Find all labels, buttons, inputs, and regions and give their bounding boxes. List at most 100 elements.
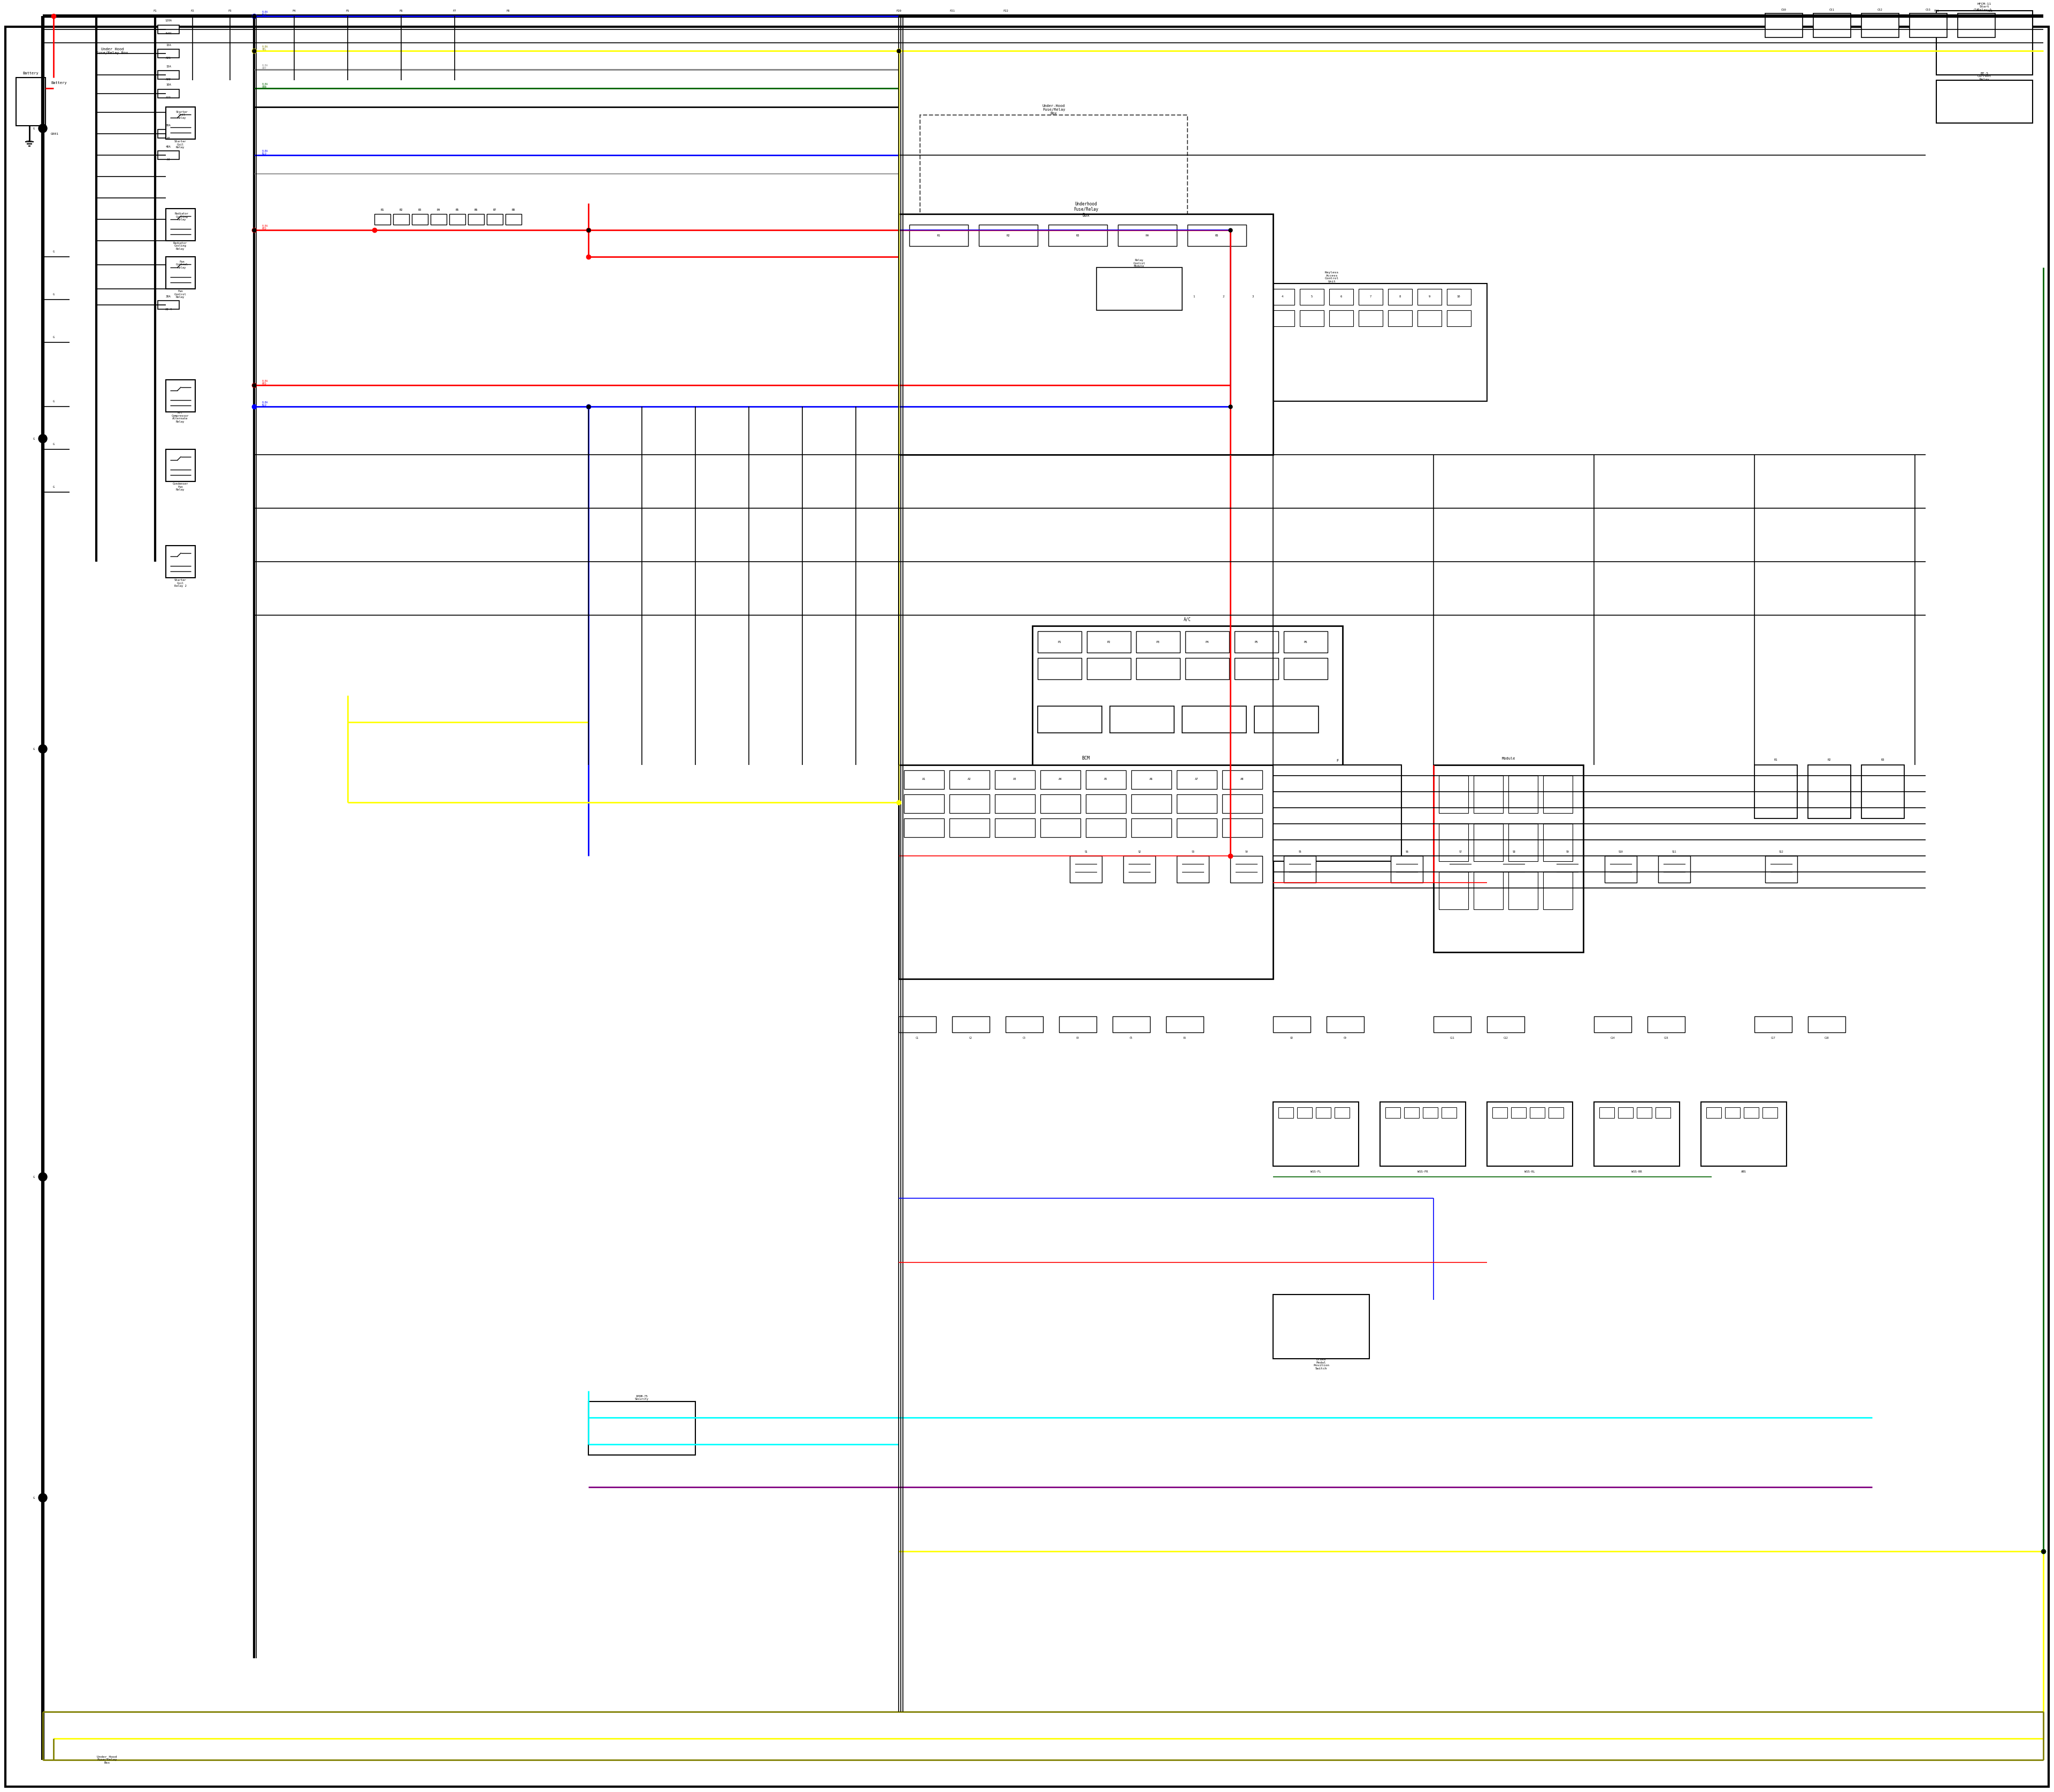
Text: C9: C9: [1343, 1036, 1347, 1039]
Text: F7: F7: [454, 9, 456, 13]
Text: F22: F22: [1002, 9, 1009, 13]
Bar: [468, 213, 485, 224]
Bar: [1183, 289, 1206, 305]
Bar: [1444, 857, 1477, 883]
Text: 10A: 10A: [166, 84, 170, 86]
Bar: [1487, 1102, 1573, 1167]
Text: 0.8A
BLU: 0.8A BLU: [263, 149, 269, 156]
Text: S2: S2: [1138, 849, 1140, 853]
Bar: [900, 1016, 937, 1032]
Bar: [1417, 289, 1442, 305]
Bar: [1298, 1107, 1313, 1118]
Text: F2: F2: [191, 9, 195, 13]
Bar: [1212, 289, 1237, 305]
Text: R2: R2: [1828, 758, 1830, 762]
Text: C3: C3: [1023, 1036, 1025, 1039]
Bar: [1389, 289, 1413, 305]
Bar: [587, 1401, 696, 1455]
Bar: [1041, 771, 1080, 788]
Bar: [431, 213, 446, 224]
Bar: [1185, 658, 1228, 679]
Bar: [1808, 765, 1851, 819]
Bar: [1222, 794, 1263, 814]
Bar: [1033, 625, 1343, 814]
Text: A4: A4: [166, 158, 170, 161]
Bar: [158, 301, 179, 310]
Text: F: F: [1335, 760, 1339, 762]
Bar: [1619, 1107, 1633, 1118]
Bar: [1440, 824, 1469, 862]
Text: A7: A7: [1195, 778, 1197, 781]
Text: Keyless
Access
Control
Unit: Keyless Access Control Unit: [1325, 271, 1339, 283]
Bar: [1284, 857, 1317, 883]
Text: Fan
Control
Relay: Fan Control Relay: [177, 260, 189, 269]
Bar: [1284, 658, 1327, 679]
Text: B8: B8: [511, 208, 516, 211]
Circle shape: [39, 124, 47, 133]
Bar: [1473, 776, 1504, 814]
Bar: [1212, 310, 1237, 326]
Bar: [158, 90, 179, 99]
Bar: [1048, 224, 1107, 246]
Bar: [166, 108, 195, 140]
Text: S6: S6: [1405, 849, 1409, 853]
Text: C8: C8: [1290, 1036, 1294, 1039]
Text: Fan
Control
Relay: Fan Control Relay: [175, 290, 187, 299]
Bar: [1434, 765, 1584, 952]
Bar: [1493, 1107, 1508, 1118]
Bar: [158, 48, 179, 57]
Bar: [1117, 224, 1177, 246]
Bar: [904, 819, 945, 837]
Bar: [1744, 1107, 1758, 1118]
Bar: [1136, 631, 1179, 652]
Bar: [1269, 310, 1294, 326]
Bar: [158, 70, 179, 79]
Text: A23: A23: [166, 97, 170, 99]
Bar: [1132, 794, 1171, 814]
Bar: [1497, 857, 1530, 883]
Bar: [1814, 13, 1851, 38]
Bar: [1273, 765, 1401, 862]
Text: P5: P5: [1255, 640, 1259, 643]
Text: F21: F21: [949, 9, 955, 13]
Text: A8: A8: [1241, 778, 1245, 781]
Text: Under Hood
Fuse/Relay Box: Under Hood Fuse/Relay Box: [97, 47, 127, 54]
Text: C18: C18: [1824, 1036, 1828, 1039]
Bar: [1329, 310, 1354, 326]
Bar: [1037, 631, 1082, 652]
Text: C53: C53: [1927, 9, 1931, 11]
Text: G001: G001: [51, 133, 60, 134]
Text: 10: 10: [1456, 296, 1460, 297]
Bar: [1543, 824, 1573, 862]
Bar: [1358, 289, 1382, 305]
Bar: [166, 545, 195, 577]
Bar: [1087, 631, 1132, 652]
Text: Module: Module: [1501, 756, 1516, 760]
Text: 15A: 15A: [166, 65, 170, 68]
Bar: [1604, 857, 1637, 883]
Bar: [1725, 1107, 1740, 1118]
Text: 0.8A
RED: 0.8A RED: [263, 380, 269, 385]
Text: B1: B1: [380, 208, 384, 211]
Text: 30A: 30A: [166, 296, 170, 297]
Bar: [158, 129, 179, 138]
Text: C6: C6: [1183, 1036, 1187, 1039]
Text: C51: C51: [1830, 9, 1834, 11]
Bar: [1442, 1107, 1456, 1118]
Bar: [920, 115, 1187, 249]
Bar: [487, 213, 503, 224]
Text: S9: S9: [1565, 849, 1569, 853]
Text: S3: S3: [1191, 849, 1193, 853]
Bar: [166, 380, 195, 412]
Bar: [1124, 857, 1154, 883]
Text: Relay
Control
Module: Relay Control Module: [1134, 258, 1146, 267]
Text: F51: F51: [1986, 9, 1992, 13]
Text: ABS: ABS: [1742, 1170, 1746, 1172]
Bar: [1937, 81, 2033, 124]
Text: WSS-RR: WSS-RR: [1631, 1170, 1641, 1172]
Text: F50: F50: [1933, 9, 1939, 13]
Text: WSS-FR: WSS-FR: [1417, 1170, 1428, 1172]
Bar: [1380, 1102, 1467, 1167]
Bar: [392, 213, 409, 224]
Bar: [1327, 1016, 1364, 1032]
